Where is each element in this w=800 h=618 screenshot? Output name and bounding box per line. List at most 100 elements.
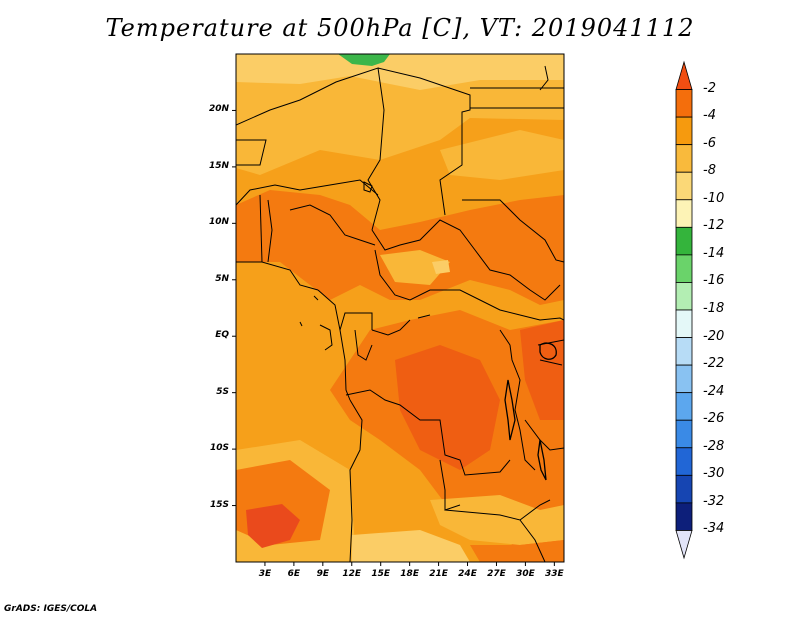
colorbar-label: -22: [703, 356, 725, 372]
lat-label: 20N: [208, 104, 229, 115]
border-line: [317, 289, 373, 331]
colorbar-segment: [675, 337, 693, 366]
colorbar-label: -10: [703, 190, 725, 206]
colorbar-segment: [675, 116, 693, 146]
colorbar-segment: [675, 199, 693, 228]
border-line: [236, 139, 267, 166]
lat-label: 5S: [216, 386, 229, 397]
lat-label: 10N: [208, 217, 229, 228]
colorbar-segment: [675, 364, 693, 394]
lake-victoria: [539, 342, 557, 360]
colorbar-label: -28: [703, 438, 725, 454]
border-line: [354, 329, 373, 361]
lon-label: 6E: [287, 569, 301, 579]
colorbar-segment: [675, 502, 693, 531]
colorbar-segment: [675, 254, 693, 283]
border-line: [259, 194, 263, 263]
border-line: [236, 179, 379, 206]
field-lighter-spot: [432, 260, 450, 274]
field-light-patch-central: [380, 250, 450, 285]
lon-label: 30E: [516, 569, 535, 579]
colorbar-segment: [675, 419, 693, 449]
nile-marks: [417, 314, 431, 319]
field-light-north: [236, 54, 564, 175]
border-line: [519, 314, 564, 321]
colorbar-segment: [675, 474, 693, 504]
congo-coast: [319, 324, 333, 351]
small-island: [299, 321, 303, 327]
field-darker-congo: [395, 345, 500, 470]
colorbar-label: -4: [703, 108, 716, 124]
colorbar-segment: [675, 226, 693, 256]
border-line: [267, 199, 273, 263]
border-line: [349, 399, 363, 562]
border-line: [236, 261, 319, 291]
colorbar-label: -32: [703, 493, 725, 509]
colorbar-label: -34: [703, 521, 725, 537]
country-borders: [236, 65, 564, 562]
colorbar-segment: [675, 392, 693, 421]
field-light-band-2: [440, 130, 564, 180]
colorbar-label: -6: [703, 135, 716, 151]
field-lighter-north: [236, 54, 564, 90]
colorbar-segment: [675, 530, 693, 560]
colorbar-label: -12: [703, 218, 725, 234]
field-lighter-south-land: [352, 530, 470, 562]
temperature-field: [236, 54, 564, 562]
lake-chad: [363, 181, 373, 193]
border-line: [524, 419, 564, 451]
border-line: [289, 204, 376, 246]
colorbar-segment: [675, 447, 693, 476]
lon-label: 9E: [316, 569, 330, 579]
lon-label: 27E: [487, 569, 506, 579]
colorbar-segment: [675, 282, 693, 311]
border-line: [236, 67, 385, 231]
lat-label: EQ: [215, 330, 229, 341]
lon-label: 21E: [429, 569, 448, 579]
border-line: [345, 389, 511, 476]
red-sea-coast: [539, 65, 549, 91]
field-light-south-land: [430, 495, 564, 545]
border-line: [371, 219, 561, 301]
lat-label: 15N: [208, 160, 229, 171]
colorbar-label: -14: [703, 245, 725, 261]
small-island: [313, 295, 319, 301]
map-frame: [235, 53, 565, 563]
border-line: [371, 319, 411, 336]
colorbar-segment: [675, 60, 693, 90]
colorbar-segment: [675, 144, 693, 173]
field-dark-south-east: [470, 540, 564, 562]
lat-label: 10S: [209, 443, 229, 454]
border-line: [439, 459, 461, 511]
lon-label: 33E: [545, 569, 564, 579]
lon-label: 12E: [342, 569, 362, 579]
lat-label: 15S: [209, 499, 229, 510]
lon-label: 24E: [458, 569, 477, 579]
border-line: [539, 359, 563, 366]
border-line: [377, 67, 471, 216]
colorbar-label: -30: [703, 466, 725, 482]
border-line: [499, 329, 536, 471]
colorbar-label: -8: [703, 163, 716, 179]
colorbar-label: -2: [703, 80, 716, 96]
axis-ticks: [232, 109, 555, 566]
colorbar-segment: [675, 171, 693, 201]
colorbar-label: -20: [703, 328, 725, 344]
colorbar-segment: [675, 309, 693, 338]
border-line: [374, 249, 521, 316]
lon-label: 3E: [258, 569, 272, 579]
colorbar: [675, 60, 693, 560]
colorbar-label: -24: [703, 383, 725, 399]
chart-title: Temperature at 500hPa [C], VT: 201904111…: [105, 14, 695, 42]
lat-label: 5N: [215, 273, 229, 284]
field-green-patch: [338, 54, 390, 66]
colorbar-label: -26: [703, 411, 725, 427]
lon-label: 18E: [400, 569, 419, 579]
lake-tanganyika: [504, 379, 516, 441]
lon-label: 15E: [371, 569, 391, 579]
field-red-south-ocean: [246, 504, 300, 548]
lake-malawi: [537, 439, 547, 481]
border-line: [519, 519, 546, 562]
grads-credit: GrADS: IGES/COLA: [4, 604, 98, 614]
